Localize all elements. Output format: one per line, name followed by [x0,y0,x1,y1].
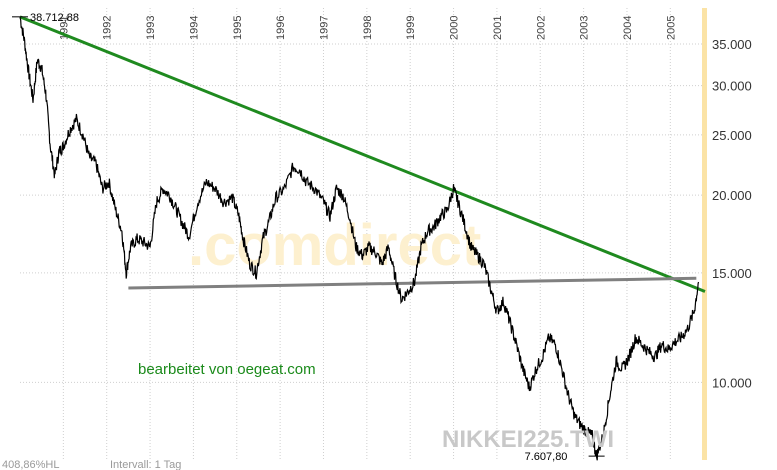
year-label: 2002 [535,16,547,40]
range-label: 408,86%HL [2,459,60,470]
comdirect-watermark: .comdirect [188,213,481,278]
year-label: 1998 [362,16,374,40]
y-axis-labels: 10.000 15.000 20.000 25.000 30.000 35.000 [712,37,752,390]
y-tick-label: 25.000 [712,128,752,143]
y-tick-label: 30.000 [712,79,752,94]
year-label: 1995 [232,16,244,40]
high-label: 38.712,88 [30,12,79,24]
year-label: 1992 [102,16,114,40]
y-tick-label: 35.000 [712,37,752,52]
year-label: 1997 [318,16,330,40]
low-label: 7.607,80 [525,451,568,463]
y-tick-label: 20.000 [712,188,752,203]
symbol-label: NIKKEI225.TWI [442,426,614,453]
year-label: 2001 [492,16,504,40]
year-label: 1996 [275,16,287,40]
chart-grid [20,8,705,460]
support-line [128,276,697,290]
x-axis-year-labels: 1991 1992 1993 1994 1995 1996 1997 1998 1999 2000… [58,16,677,40]
y-tick-label: 10.000 [712,375,752,390]
year-label: 2000 [449,16,461,40]
downtrend-line [19,15,706,293]
year-label: 1993 [145,16,157,40]
year-label: 1999 [405,16,417,40]
year-label: 2004 [622,16,634,40]
year-label: 2005 [665,16,677,40]
y-tick-label: 15.000 [712,266,752,281]
trend-lines [19,15,706,293]
year-label: 1994 [188,16,200,40]
extreme-markers: 38.712,88 7.607,80 [12,12,605,463]
current-period-band [702,8,707,460]
annotation-text: bearbeitet von oegeat.com [138,361,316,378]
year-label: 2003 [579,16,591,40]
interval-label: Intervall: 1 Tag [110,459,181,470]
price-series-line [19,16,700,461]
